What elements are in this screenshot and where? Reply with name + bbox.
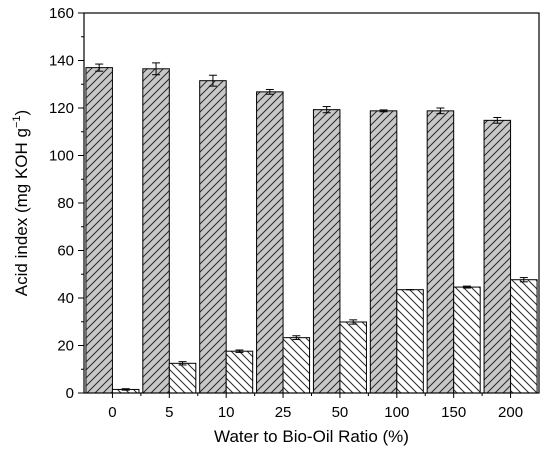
x-tick-label-50: 50 — [332, 404, 349, 421]
y-tick-label-80: 80 — [57, 195, 74, 212]
y-tick-label-40: 40 — [57, 290, 74, 307]
bars-layer — [85, 67, 538, 394]
bar-series1-10 — [199, 80, 227, 394]
bar-series1-0 — [85, 67, 113, 394]
bar-series2-25 — [282, 337, 311, 394]
bar-series1-50 — [312, 109, 341, 394]
x-tick-label-150: 150 — [441, 404, 466, 421]
y-tick-label-20: 20 — [57, 338, 74, 355]
bar-series1-100 — [369, 110, 398, 394]
bar-series2-5 — [168, 362, 197, 394]
x-axis: 0 5 10 25 50 100 150 200 — [108, 393, 523, 421]
bar-series1-200 — [483, 119, 512, 394]
x-tick-label-200: 200 — [498, 404, 523, 421]
bar-series1-5 — [142, 68, 170, 394]
y-tick-label-160: 160 — [49, 5, 74, 22]
y-axis-title-end: ) — [12, 110, 31, 116]
y-tick-label-0: 0 — [66, 385, 74, 402]
x-axis-title: Water to Bio-Oil Ratio (%) — [214, 427, 409, 446]
x-tick-label-0: 0 — [108, 404, 116, 421]
y-axis-title: Acid index (mg KOH g−1) — [11, 110, 31, 296]
bar-series2-50 — [339, 321, 367, 394]
error-bars-layer — [95, 62, 528, 391]
bar-series1-25 — [256, 91, 284, 394]
bar-series2-150 — [453, 286, 481, 394]
x-tick-label-5: 5 — [165, 404, 173, 421]
bar-series2-200 — [510, 279, 538, 394]
bar-series1-150 — [426, 110, 455, 394]
x-tick-label-25: 25 — [275, 404, 292, 421]
y-tick-label-120: 120 — [49, 100, 74, 117]
x-tick-label-10: 10 — [218, 404, 235, 421]
bar-series2-10 — [225, 350, 254, 394]
y-axis-title-main: Acid index (mg KOH g — [12, 128, 31, 296]
bar-series2-100 — [396, 289, 424, 394]
y-axis: 0 20 40 60 80 100 120 140 160 — [49, 5, 84, 402]
y-axis-title-superscript: −1 — [11, 115, 23, 128]
y-tick-label-60: 60 — [57, 243, 74, 260]
y-tick-label-140: 140 — [49, 53, 74, 70]
x-tick-label-100: 100 — [384, 404, 409, 421]
y-tick-label-100: 100 — [49, 148, 74, 165]
